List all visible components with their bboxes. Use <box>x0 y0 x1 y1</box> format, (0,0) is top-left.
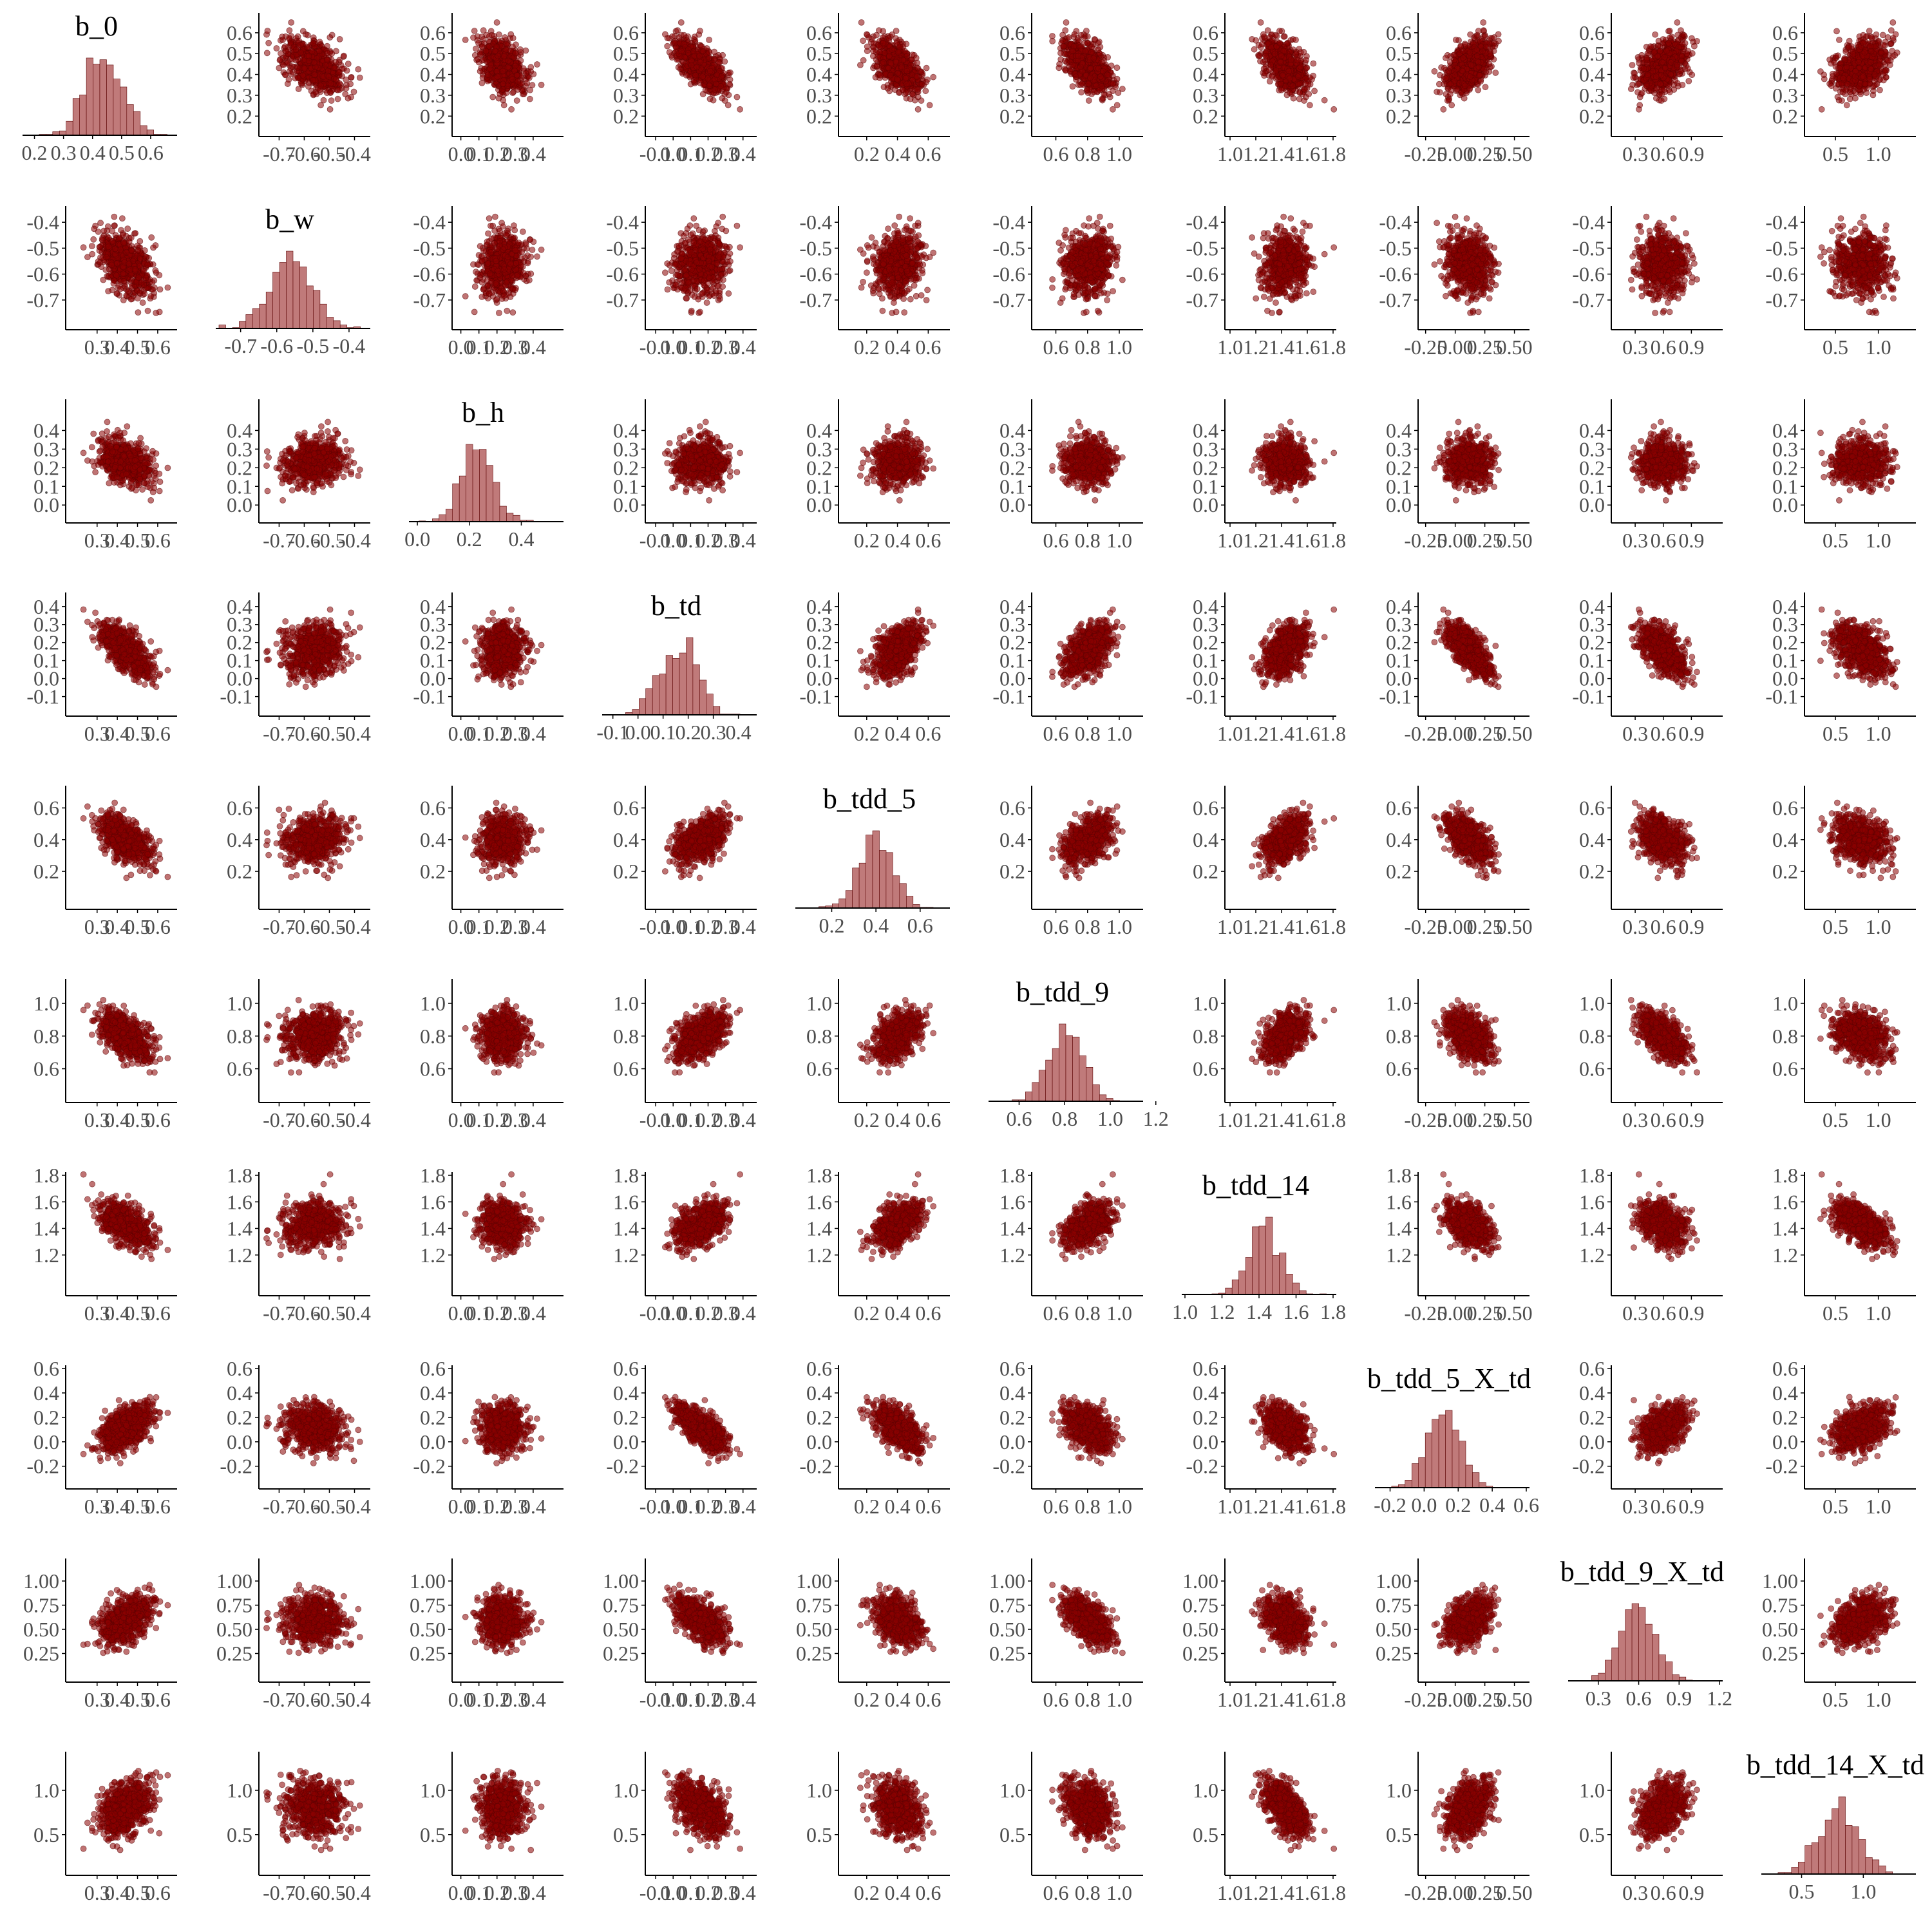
scatter-point <box>325 68 331 74</box>
scatter-point <box>335 96 341 102</box>
scatter-point <box>317 83 323 89</box>
scatter-point <box>357 75 363 80</box>
histogram-bar <box>86 58 93 135</box>
scatter-point <box>348 75 354 80</box>
scatter-point <box>287 28 292 33</box>
histogram-bar <box>140 126 147 135</box>
histogram-bar <box>80 95 87 135</box>
scatter-point <box>323 62 328 68</box>
y-tick-label: 0.3 <box>227 84 252 107</box>
x-tick-label: 0.2 <box>22 141 48 164</box>
histogram-bar <box>59 131 66 135</box>
scatter-point <box>305 44 310 50</box>
scatter-point <box>280 37 286 43</box>
scatter-point <box>343 91 348 97</box>
scatter-point <box>326 74 332 80</box>
x-tick-label: 0.5 <box>109 141 135 164</box>
histogram-bar <box>107 65 114 135</box>
scatter-point <box>333 77 339 82</box>
histogram-bar <box>73 99 80 135</box>
scatter-point <box>351 89 357 95</box>
scatter-point <box>301 66 307 71</box>
scatter-point <box>494 19 500 25</box>
scatter-point <box>274 46 279 52</box>
scatter-point <box>327 35 333 41</box>
y-tick-label: 0.5 <box>227 42 252 65</box>
scatter-point <box>335 87 341 93</box>
scatter-point <box>337 36 343 42</box>
scatter-point <box>282 44 288 50</box>
scatter-point <box>294 65 300 71</box>
scatter-point <box>328 90 334 96</box>
scatter-point <box>348 81 354 87</box>
scatter-point <box>328 98 334 104</box>
scatter-point <box>266 40 272 46</box>
y-tick-label: 0.4 <box>227 63 252 86</box>
scatter-point <box>298 42 303 48</box>
scatter-point <box>345 61 351 67</box>
x-tick-label: -0.4 <box>338 142 371 166</box>
scatter-panel: 0.20.30.40.50.60.00.10.20.30.4 <box>420 13 564 166</box>
scatter-point <box>355 66 361 72</box>
scatter-point <box>300 72 306 78</box>
scatter-point <box>277 57 283 63</box>
scatter-point <box>310 77 316 83</box>
scatter-point <box>316 48 322 54</box>
scatter-point <box>490 94 496 100</box>
scatter-point <box>327 106 333 112</box>
scatter-point <box>341 53 346 59</box>
y-tick-label: 0.2 <box>227 104 252 128</box>
scatter-point <box>278 51 284 57</box>
scatter-point <box>298 50 304 55</box>
x-tick-label: 0.4 <box>80 141 106 164</box>
scatter-point <box>312 72 317 78</box>
scatter-point <box>325 50 330 56</box>
scatter-point <box>289 19 294 25</box>
histogram-bar <box>100 60 107 135</box>
diagonal-title: b_0 <box>75 10 118 42</box>
scatter-point <box>501 102 507 108</box>
scatter-point <box>535 62 540 68</box>
histogram-bar <box>147 130 154 135</box>
scatter-point <box>311 59 317 65</box>
scatter-point <box>333 59 339 65</box>
y-tick-label: 0.6 <box>227 21 252 44</box>
scatter-point <box>318 102 324 108</box>
histogram-bar <box>127 104 134 135</box>
scatter-point <box>344 68 350 73</box>
scatter-point <box>305 32 310 38</box>
x-tick-label: 0.3 <box>51 141 77 164</box>
histogram-bar <box>133 111 140 135</box>
histogram-bar <box>120 87 127 135</box>
scatter-point <box>310 40 316 46</box>
histogram-bar <box>93 64 100 136</box>
scatter-point <box>292 75 298 81</box>
scatter-point <box>538 82 544 88</box>
scatter-point <box>280 62 286 68</box>
scatter-point <box>306 53 312 59</box>
scatter-point <box>343 86 349 91</box>
histogram-bar <box>66 121 73 135</box>
x-tick-label: 0.6 <box>138 141 164 164</box>
scatter-point <box>287 68 293 74</box>
diagonal-histogram-panel: 0.2 0.3 0.4 0.5 0.6 b_0 <box>22 10 177 164</box>
scatter-point <box>264 50 270 56</box>
histogram-bar <box>113 79 120 135</box>
scatter-point <box>265 28 270 34</box>
scatter-panel: 0.20.30.40.50.6-0.7-0.6-0.5-0.4 <box>227 13 371 166</box>
scatter-point <box>285 81 290 87</box>
